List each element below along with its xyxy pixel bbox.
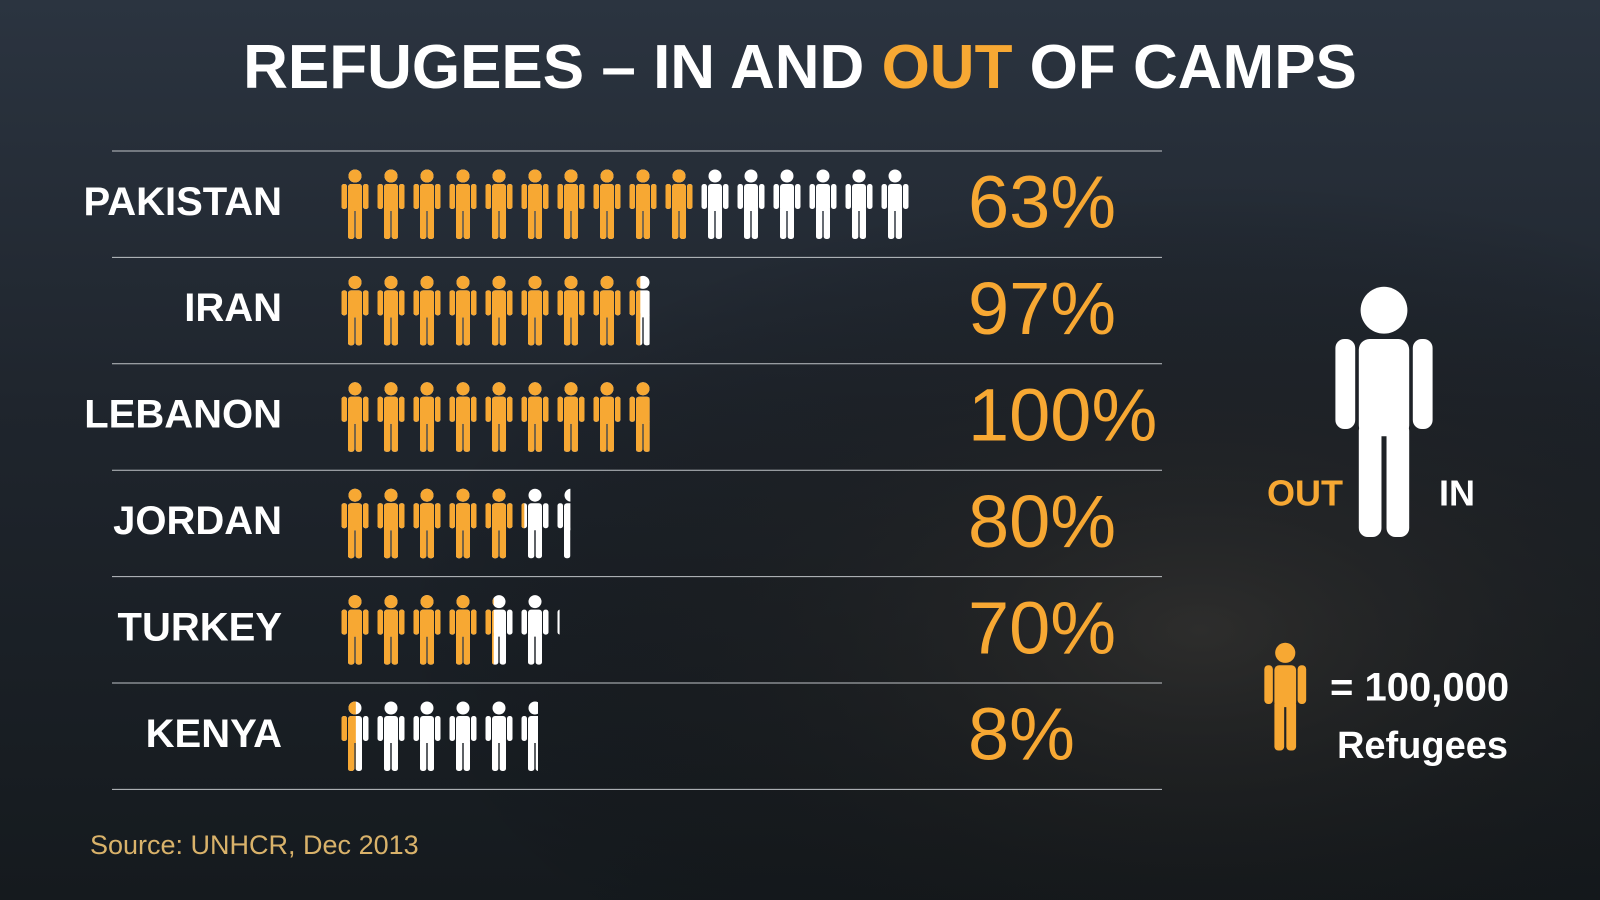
chart-title: REFUGEES – IN AND OUT OF CAMPS xyxy=(243,33,1357,102)
source: Source: UNHCR, Dec 2013 xyxy=(90,830,419,860)
value-label: 97% xyxy=(968,267,1116,350)
value-label: 63% xyxy=(968,161,1116,244)
legend-unit-caption: Refugees xyxy=(1337,725,1508,767)
value-label: 100% xyxy=(968,374,1157,457)
legend-out: OUT xyxy=(1267,473,1343,514)
value-label: 80% xyxy=(968,480,1116,563)
value-label: 8% xyxy=(968,693,1075,776)
title-part: REFUGEES – IN AND xyxy=(243,33,864,102)
category-label: JORDAN xyxy=(113,499,282,543)
legend-unit-label: = 100,000 xyxy=(1330,666,1509,710)
category-label: TURKEY xyxy=(118,605,283,649)
category-label: IRAN xyxy=(184,286,282,330)
title-part: OF CAMPS xyxy=(1030,33,1357,102)
value-label: 70% xyxy=(968,586,1116,669)
category-label: LEBANON xyxy=(84,393,282,437)
title-highlight: OUT xyxy=(882,33,1013,102)
category-label: PAKISTAN xyxy=(83,180,282,224)
category-label: KENYA xyxy=(146,712,282,756)
legend-in: IN xyxy=(1439,473,1475,514)
